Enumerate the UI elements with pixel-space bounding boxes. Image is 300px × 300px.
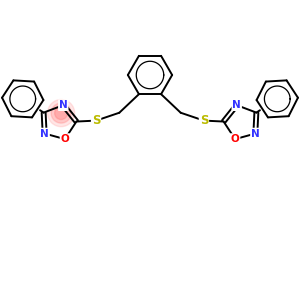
- Circle shape: [55, 107, 68, 119]
- Text: N: N: [251, 129, 260, 139]
- Circle shape: [51, 103, 71, 123]
- Text: N: N: [40, 129, 49, 139]
- Text: O: O: [61, 134, 69, 144]
- Text: N: N: [59, 100, 68, 110]
- Text: O: O: [231, 134, 239, 144]
- Circle shape: [47, 100, 75, 127]
- Text: S: S: [200, 114, 208, 127]
- Text: N: N: [232, 100, 241, 110]
- Text: S: S: [92, 114, 100, 127]
